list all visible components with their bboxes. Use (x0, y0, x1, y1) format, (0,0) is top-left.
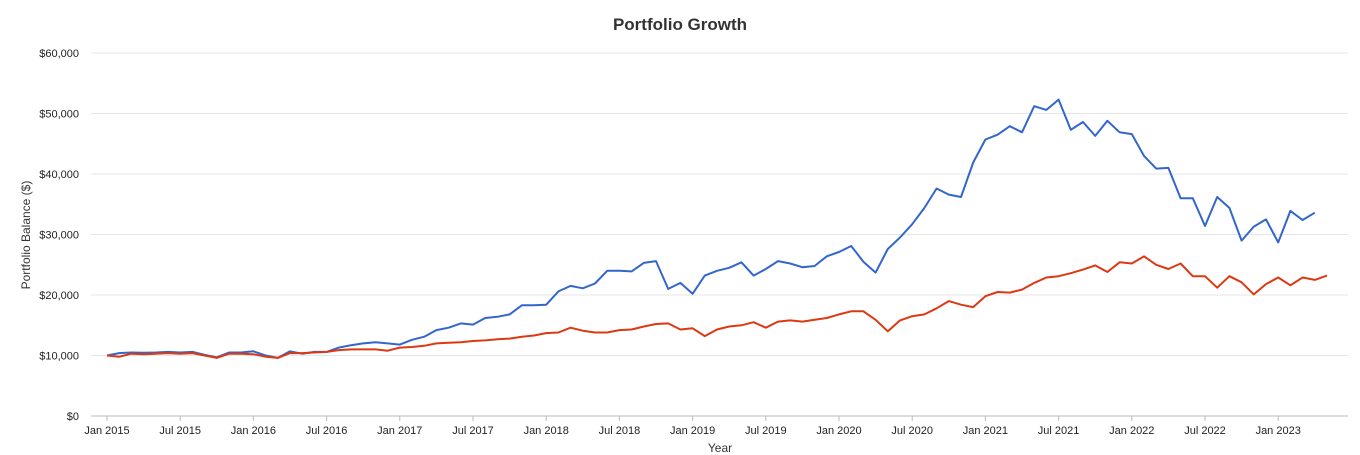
x-tick-label: Jan 2023 (1256, 425, 1301, 437)
x-tick-label: Jul 2017 (452, 425, 494, 437)
x-tick-label: Jul 2018 (599, 425, 641, 437)
axes (91, 415, 1348, 421)
series-line (106, 98, 1316, 359)
x-tick-label: Jul 2019 (745, 425, 787, 437)
chart-title: Portfolio Growth (612, 15, 748, 34)
grid-lines (91, 52, 1348, 356)
x-tick-label: Jan 2019 (670, 425, 715, 437)
y-tick-label: $30,000 (39, 230, 79, 242)
x-tick-label: Jul 2015 (159, 425, 201, 437)
series-lines (106, 98, 1328, 359)
x-tick-label: Jul 2020 (891, 425, 933, 437)
x-tick-label: Jan 2022 (1109, 425, 1154, 437)
x-tick-label: Jan 2015 (84, 425, 129, 437)
x-tick-label: Jul 2021 (1038, 425, 1080, 437)
y-tick-label: $20,000 (39, 290, 79, 302)
x-tick-label: Jan 2018 (524, 425, 569, 437)
series-line (106, 255, 1328, 359)
x-axis-label: Year (707, 441, 733, 455)
x-tick-label: Jan 2021 (963, 425, 1008, 437)
x-tick-label: Jan 2016 (231, 425, 276, 437)
x-tick-label: Jul 2016 (306, 425, 348, 437)
x-tick-label: Jul 2022 (1184, 425, 1226, 437)
x-tick-label: Jan 2017 (377, 425, 422, 437)
y-tick-label: $40,000 (39, 169, 79, 181)
y-tick-label: $60,000 (39, 48, 79, 60)
y-tick-label: $10,000 (39, 351, 79, 363)
x-tick-labels: Jan 2015 Jul 2015 Jan 2016 Jul 2016 Jan 2017… (84, 425, 1300, 437)
y-tick-labels: $0 $10,000 $20,000 $30,000 $40,000 $50,000 $60… (39, 48, 79, 423)
y-axis-label: Portfolio Balance ($) (19, 180, 33, 290)
y-tick-label: $0 (67, 411, 79, 423)
y-tick-label: $50,000 (39, 109, 79, 121)
x-tick-label: Jan 2020 (816, 425, 861, 437)
